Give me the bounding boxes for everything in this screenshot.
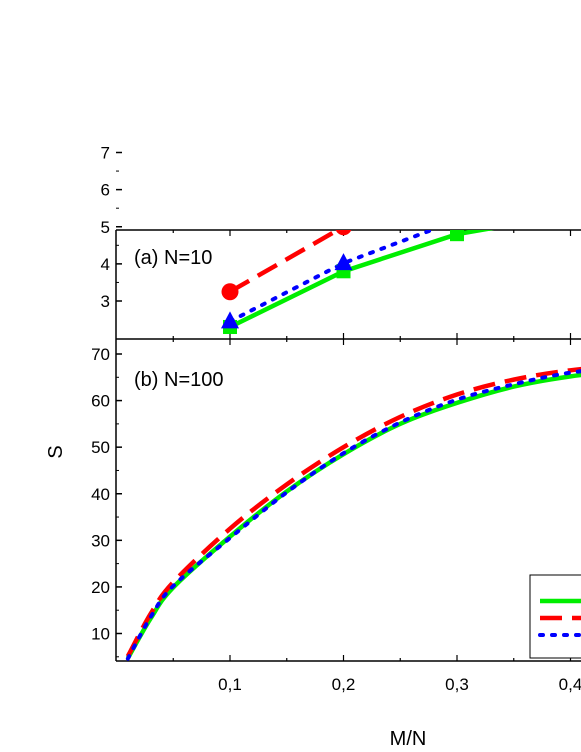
x-tick-label: 0,1 bbox=[218, 675, 242, 694]
legend bbox=[529, 574, 581, 659]
panel-a-series-0-line bbox=[229, 230, 495, 330]
panel-a-series-1-point bbox=[221, 283, 239, 301]
panel-b: 10 20 30 40 50 60 70 (b) N=100 bbox=[91, 339, 581, 662]
panel-b-y-tick-label: 10 bbox=[91, 625, 110, 644]
panel-a-y-tick-label: 5 bbox=[101, 218, 110, 237]
panel-b-y-tick-label: 50 bbox=[91, 438, 110, 457]
panel-a-series-1-point bbox=[335, 230, 352, 236]
panel-b-y-tick-label: 30 bbox=[91, 531, 110, 550]
panel-a-series-1-point bbox=[449, 177, 466, 194]
panel-b-y-tick-label: 70 bbox=[91, 345, 110, 364]
panel-a-y-tick-label: 7 bbox=[101, 144, 110, 163]
panel-b-label: (b) N=100 bbox=[134, 369, 224, 391]
panel-a-series bbox=[221, 155, 580, 334]
panel-b-y-tick-label: 40 bbox=[91, 485, 110, 504]
x-axis-title: M/N bbox=[390, 728, 427, 750]
panel-a-y-tick-label: 3 bbox=[101, 292, 110, 311]
panel-b-ticks: 10 20 30 40 50 60 70 bbox=[91, 339, 572, 661]
panel-a-series-2-line bbox=[228, 230, 438, 324]
x-tick-label: 0,2 bbox=[332, 675, 356, 694]
panel-a-label: (a) N=10 bbox=[134, 247, 212, 269]
panel-b-series bbox=[125, 366, 581, 661]
panel-a-series-0-point bbox=[450, 230, 464, 242]
panel-b-series-2-line bbox=[125, 369, 581, 661]
x-tick-label: 0,4 bbox=[559, 675, 581, 694]
y-axis-title: S bbox=[45, 445, 67, 458]
panel-b-series-0-line bbox=[125, 372, 581, 660]
panel-a-ticks: 3 4 5 6 7 bbox=[101, 144, 572, 339]
panel-b-y-tick-label: 60 bbox=[91, 392, 110, 411]
panel-a-series-2-point bbox=[562, 181, 580, 198]
panel-b-y-tick-label: 20 bbox=[91, 578, 110, 597]
x-tick-labels: 0,1 0,2 0,3 0,4 bbox=[218, 675, 581, 694]
panel-a-series-2-point bbox=[334, 253, 353, 271]
panel-a-series-1-line bbox=[228, 230, 343, 294]
panel-b-series-1-line bbox=[125, 366, 581, 658]
panel-a-series-2-point bbox=[221, 311, 239, 329]
panel-a-series-0-point bbox=[564, 207, 578, 221]
panel-a-y-tick-label: 4 bbox=[101, 255, 110, 274]
panel-a-series-1-point bbox=[562, 155, 579, 172]
panel-a-y-tick-label: 6 bbox=[101, 181, 110, 200]
x-tick-label: 0,3 bbox=[445, 675, 469, 694]
panel-a-series-2-point bbox=[448, 210, 466, 227]
panel-a: 3 4 5 6 7 (a) N=10 bbox=[101, 144, 581, 340]
